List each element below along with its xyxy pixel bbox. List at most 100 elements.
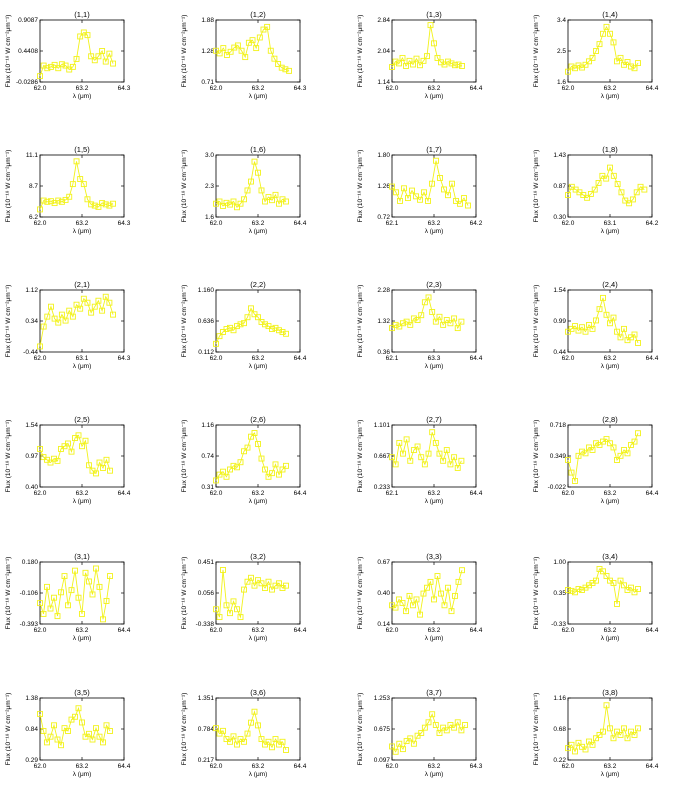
x-tick-label: 63.1 xyxy=(76,355,89,362)
data-point xyxy=(269,470,275,477)
x-tick-label: 63.2 xyxy=(428,85,441,92)
data-point xyxy=(633,189,640,196)
x-tick-label: 62.0 xyxy=(386,85,399,92)
data-point xyxy=(431,596,437,603)
y-tick-label: 0.35 xyxy=(553,590,566,597)
y-tick-label: 1.12 xyxy=(25,287,38,294)
data-point xyxy=(93,470,99,477)
data-point xyxy=(421,461,428,468)
data-point xyxy=(410,740,417,747)
data-point xyxy=(230,598,237,605)
data-point xyxy=(393,189,399,196)
y-axis-label: Flux (10⁻¹⁸ W cm⁻²μm⁻¹) xyxy=(533,150,540,223)
x-axis-label: λ (μm) xyxy=(425,771,444,778)
panel-4: (1,4) 1.6 2.5 3.4 62.0 63.2 64.4 λ (μm) Flux (10… xyxy=(533,10,659,100)
series-line xyxy=(215,26,290,72)
data-point xyxy=(73,158,80,165)
panel-8: (1,8) 0.30 0.87 1.43 62.0 63.1 64.2 λ (μm) Flux … xyxy=(533,145,659,235)
data-point xyxy=(110,311,116,318)
data-point xyxy=(100,465,106,471)
data-point xyxy=(258,736,265,743)
data-point xyxy=(93,725,99,732)
data-point xyxy=(614,58,620,65)
data-point xyxy=(461,195,467,202)
data-point xyxy=(565,68,571,75)
data-point xyxy=(425,450,432,457)
y-axis-label: Flux (10⁻¹⁸ W cm⁻²μm⁻¹) xyxy=(5,150,12,223)
series-line xyxy=(39,295,114,347)
y-tick-label: 0.349 xyxy=(550,453,567,460)
x-tick-label: 62.1 xyxy=(386,355,399,362)
data-point xyxy=(392,461,399,468)
panel-title: (3,6) xyxy=(250,688,266,697)
data-point xyxy=(621,582,627,589)
data-point xyxy=(65,728,71,734)
x-tick-label: 64.3 xyxy=(118,220,131,227)
data-point xyxy=(610,172,617,179)
y-tick-label: 0.112 xyxy=(198,349,214,356)
data-point xyxy=(106,50,113,57)
data-point xyxy=(37,73,43,80)
series-line xyxy=(39,706,111,747)
data-point xyxy=(406,57,413,64)
data-point xyxy=(405,195,411,202)
data-point xyxy=(596,731,603,738)
data-point xyxy=(445,192,451,199)
x-axis-label: λ (μm) xyxy=(73,228,92,235)
data-point xyxy=(47,733,54,740)
data-point xyxy=(99,200,106,207)
y-axis-label: Flux (10⁻¹⁸ W cm⁻²μm⁻¹) xyxy=(357,150,364,223)
data-point xyxy=(586,738,592,745)
data-point xyxy=(452,62,458,69)
data-point xyxy=(69,181,76,188)
x-tick-label: 62.0 xyxy=(34,355,47,362)
panel-title: (1,8) xyxy=(602,145,618,154)
panel-14: (2,6) 0.31 0.74 1.16 62.0 63.2 64.4 λ (μm) Flux … xyxy=(181,415,307,505)
data-point xyxy=(283,198,289,205)
y-tick-label: 2.04 xyxy=(377,48,390,55)
data-point xyxy=(610,314,617,321)
panel-title: (3,4) xyxy=(602,552,618,561)
data-point xyxy=(251,158,258,165)
data-point xyxy=(441,602,448,609)
x-tick-label: 63.2 xyxy=(428,627,441,634)
data-point xyxy=(62,62,69,69)
data-point xyxy=(262,585,268,591)
x-tick-label: 63.2 xyxy=(428,490,441,497)
x-tick-label: 63.2 xyxy=(604,627,617,634)
data-point xyxy=(100,616,106,623)
data-point xyxy=(283,582,289,589)
y-tick-label: 11.1 xyxy=(26,152,39,159)
x-tick-label: 64.4 xyxy=(646,763,659,770)
data-point xyxy=(244,314,251,321)
panel-3: (1,3) 1.14 2.04 2.84 62.0 63.2 64.4 λ (μm) Flux … xyxy=(357,10,483,100)
plot-frame xyxy=(391,19,477,83)
data-point xyxy=(241,320,247,327)
panel-21: (3,5) 0.29 0.84 1.38 62.0 63.2 64.4 λ (μm) Flux … xyxy=(5,688,131,778)
data-point xyxy=(586,322,592,328)
data-point xyxy=(436,450,443,457)
data-point xyxy=(624,450,631,457)
panel-10: (2,2) 0.112 0.636 1.160 62.0 63.2 64.4 λ (μm) Fl… xyxy=(181,280,307,370)
data-point xyxy=(607,164,613,171)
data-point xyxy=(265,473,272,480)
panel-23: (3,7) 0.097 0.675 1.253 62.0 63.2 64.3 λ (μm) Fl… xyxy=(357,688,483,778)
data-point xyxy=(48,303,54,310)
y-tick-label: 1.88 xyxy=(201,17,214,24)
y-tick-label: 1.32 xyxy=(377,318,390,325)
data-point xyxy=(84,299,91,306)
panel-title: (1,4) xyxy=(602,10,618,19)
data-point xyxy=(230,327,237,334)
data-point xyxy=(75,594,82,601)
panel-title: (3,3) xyxy=(426,552,442,561)
data-point xyxy=(614,328,620,335)
panel-15: (2,7) 0.233 0.667 1.101 62.1 63.2 64.4 λ (μm) Fl… xyxy=(357,415,483,505)
x-tick-label: 62.0 xyxy=(210,490,223,497)
data-point xyxy=(44,198,51,205)
data-point xyxy=(617,334,624,341)
data-point xyxy=(392,604,399,611)
data-point xyxy=(610,735,617,742)
data-point xyxy=(79,443,85,450)
data-point xyxy=(589,741,596,748)
